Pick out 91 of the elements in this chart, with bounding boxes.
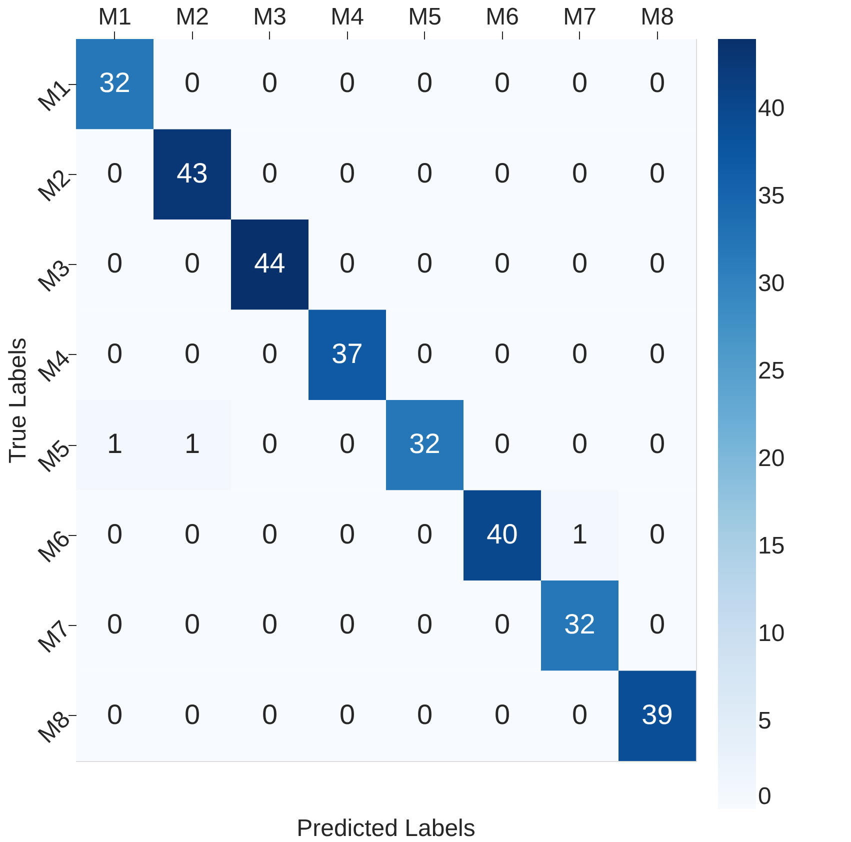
data-label: 0 bbox=[494, 338, 510, 369]
data-label: 0 bbox=[572, 428, 588, 460]
x-tick-label: M2 bbox=[176, 4, 209, 30]
data-label: 0 bbox=[416, 698, 433, 730]
data-label: 0 bbox=[339, 428, 356, 460]
data-label: 0 bbox=[184, 698, 200, 730]
data-label: 0 bbox=[339, 518, 356, 550]
data-label: 0 bbox=[649, 518, 666, 550]
data-label: 0 bbox=[262, 698, 278, 730]
data-label: 0 bbox=[494, 698, 510, 730]
y-tick-label: M8 bbox=[33, 706, 76, 749]
data-label: 44 bbox=[254, 248, 286, 279]
data-label: 0 bbox=[184, 248, 200, 279]
data-label: 1 bbox=[572, 518, 588, 550]
color-bar-label: 40 bbox=[758, 95, 785, 122]
data-label: 0 bbox=[494, 428, 510, 460]
x-axis-title: Predicted Labels bbox=[296, 815, 476, 842]
data-label: 0 bbox=[494, 67, 510, 98]
data-label: 0 bbox=[262, 428, 278, 460]
data-label: 39 bbox=[642, 698, 673, 730]
data-label: 0 bbox=[649, 608, 666, 640]
data-label: 0 bbox=[262, 67, 278, 98]
data-label: 0 bbox=[572, 67, 588, 98]
x-tick-label: M7 bbox=[563, 4, 596, 30]
x-tick-label: M6 bbox=[486, 4, 519, 30]
data-label: 32 bbox=[99, 67, 130, 98]
data-label: 0 bbox=[106, 157, 123, 188]
data-label: 37 bbox=[332, 338, 363, 369]
y-tick-label: M1 bbox=[33, 74, 76, 117]
data-label: 32 bbox=[564, 608, 596, 640]
data-label: 0 bbox=[184, 518, 200, 550]
data-label: 0 bbox=[649, 67, 666, 98]
color-bar-label: 35 bbox=[758, 182, 785, 210]
color-bar-label: 25 bbox=[758, 358, 785, 384]
data-label: 0 bbox=[416, 248, 433, 279]
color-bar-label: 30 bbox=[758, 270, 785, 297]
data-label: 0 bbox=[572, 157, 588, 188]
y-tick-label: M5 bbox=[33, 435, 76, 478]
y-tick-label: M3 bbox=[33, 254, 76, 298]
data-label: 0 bbox=[339, 608, 356, 640]
x-tick-label: M1 bbox=[98, 4, 132, 30]
data-label: 0 bbox=[106, 608, 123, 640]
data-label: 1 bbox=[106, 428, 123, 460]
data-label: 0 bbox=[572, 338, 588, 369]
data-label: 0 bbox=[494, 248, 510, 279]
data-label: 0 bbox=[184, 338, 200, 369]
data-label: 0 bbox=[416, 518, 433, 550]
color-bar-label: 20 bbox=[758, 445, 785, 472]
data-label: 0 bbox=[106, 338, 123, 369]
data-label: 0 bbox=[649, 338, 666, 369]
data-label: 0 bbox=[649, 428, 666, 460]
y-tick-label: M7 bbox=[33, 616, 76, 658]
data-label: 0 bbox=[416, 338, 433, 369]
data-label: 0 bbox=[184, 67, 200, 98]
data-label: 0 bbox=[649, 248, 666, 279]
data-label: 0 bbox=[416, 67, 433, 98]
data-label: 40 bbox=[486, 518, 518, 550]
x-tick-label: M5 bbox=[408, 4, 442, 30]
data-label: 0 bbox=[262, 518, 278, 550]
data-label: 32 bbox=[409, 428, 440, 460]
data-label: 43 bbox=[176, 157, 208, 188]
data-label: 0 bbox=[572, 698, 588, 730]
data-label: 0 bbox=[262, 338, 278, 369]
x-tick-label: M8 bbox=[640, 4, 674, 30]
color-bar-label: 0 bbox=[758, 783, 772, 810]
data-label: 0 bbox=[106, 518, 123, 550]
y-tick-label: M6 bbox=[33, 525, 76, 568]
x-tick-label: M3 bbox=[253, 4, 286, 30]
color-bar-label: 5 bbox=[758, 708, 772, 734]
y-tick-label: M4 bbox=[33, 344, 76, 388]
data-label: 0 bbox=[339, 157, 356, 188]
x-tick-label: M4 bbox=[330, 4, 364, 30]
data-label: 0 bbox=[649, 157, 666, 188]
data-label: 0 bbox=[262, 157, 278, 188]
y-axis-title: True Labels bbox=[4, 338, 32, 464]
color-bar-label: 15 bbox=[758, 532, 785, 560]
data-label: 0 bbox=[262, 608, 278, 640]
data-label: 0 bbox=[106, 248, 123, 279]
data-label: 0 bbox=[106, 698, 123, 730]
data-label: 0 bbox=[339, 698, 356, 730]
data-label: 1 bbox=[184, 428, 200, 460]
data-label: 0 bbox=[494, 157, 510, 188]
data-label: 0 bbox=[339, 248, 356, 279]
data-label: 0 bbox=[572, 248, 588, 279]
data-label: 0 bbox=[494, 608, 510, 640]
data-label: 0 bbox=[416, 157, 433, 188]
data-label: 0 bbox=[339, 67, 356, 98]
color-bar-label: 10 bbox=[758, 620, 785, 647]
data-label: 0 bbox=[184, 608, 200, 640]
y-tick-label: M2 bbox=[33, 164, 76, 208]
data-label: 0 bbox=[416, 608, 433, 640]
